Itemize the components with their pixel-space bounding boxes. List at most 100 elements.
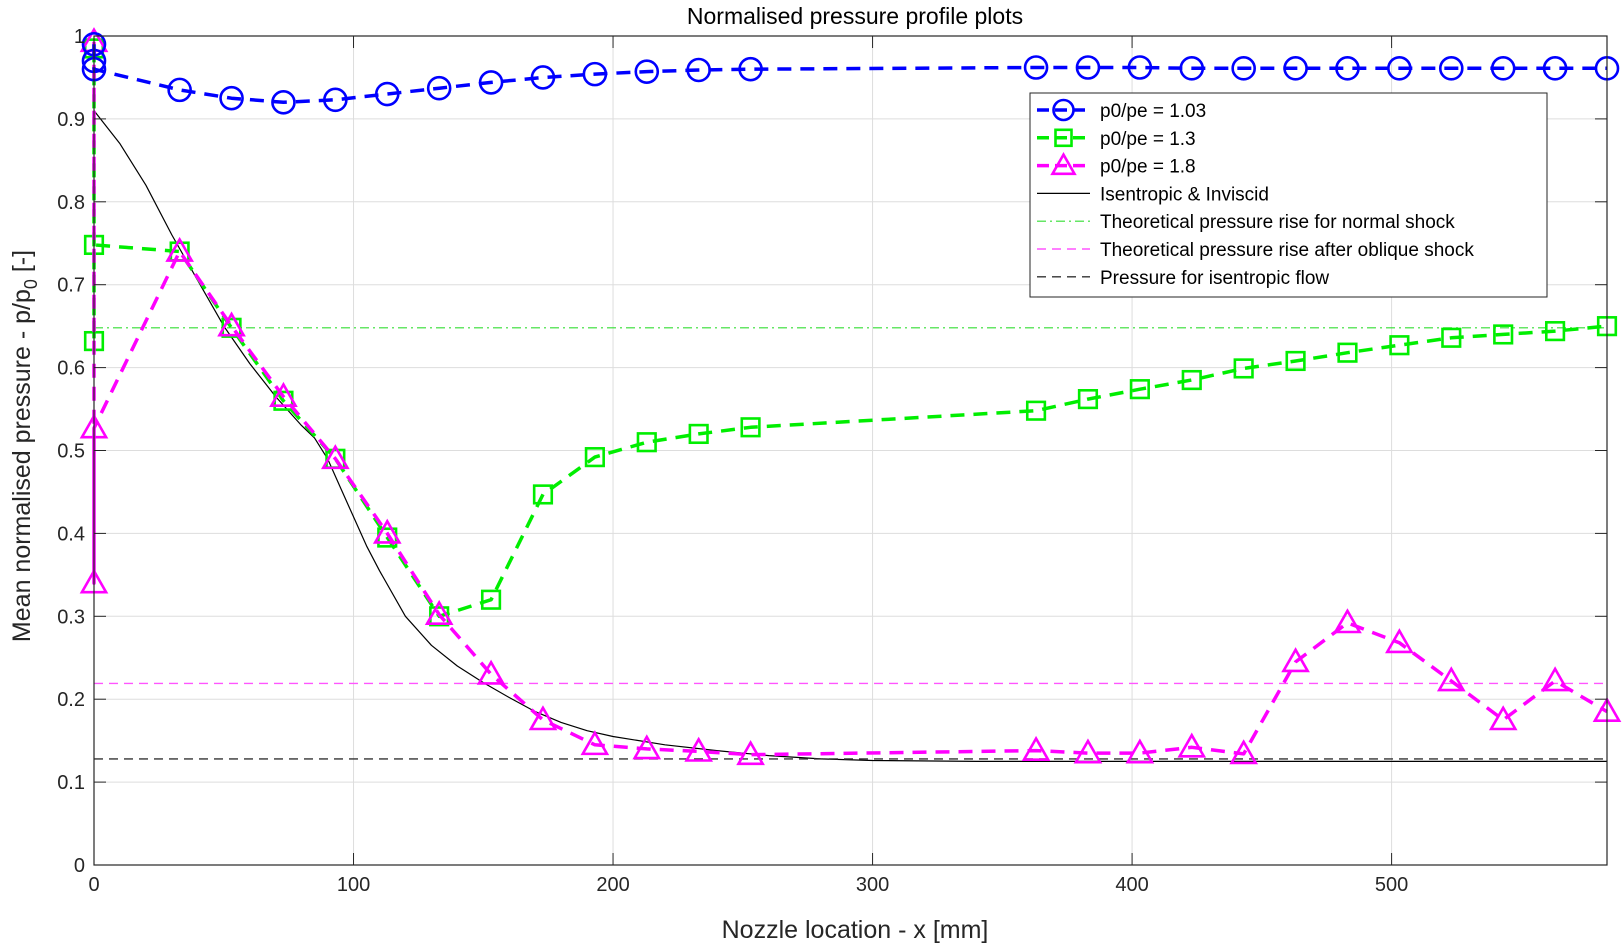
- data-point-square: [1025, 400, 1047, 421]
- data-point-circle: [738, 56, 763, 82]
- legend-box: [1029, 92, 1548, 298]
- data-point-triangle: [736, 740, 765, 766]
- data-point-triangle: [580, 730, 610, 756]
- data-point-circle: [1052, 98, 1075, 122]
- data-point-square: [532, 484, 554, 505]
- series-4: [93, 110, 1607, 762]
- data-point-square: [480, 589, 502, 610]
- legend-item: Theoretical pressure rise after oblique …: [1037, 240, 1474, 261]
- x-tick-label: 500: [1375, 874, 1408, 896]
- series-line: [93, 110, 1607, 762]
- legend-label: p0/pe = 1.8: [1100, 157, 1196, 178]
- data-point-triangle: [528, 705, 558, 731]
- y-tick-label: 0.1: [57, 772, 85, 794]
- data-point-square: [1285, 350, 1306, 372]
- data-point-triangle: [321, 444, 350, 470]
- data-point-triangle: [1050, 151, 1077, 176]
- legend-label: p0/pe = 1.3: [1100, 129, 1196, 150]
- data-point-triangle: [1125, 738, 1155, 764]
- x-tick-label: 300: [856, 874, 889, 896]
- legend-label: Theoretical pressure rise after oblique …: [1100, 240, 1474, 261]
- axis-ticks: 0 100 200 300 400 500 0 0.1 0.2 0.3 0.4 0.5 0.6 0.7 0.…: [57, 26, 1607, 896]
- data-point-circle: [686, 57, 711, 83]
- legend-item: Pressure for isentropic flow: [1037, 268, 1329, 289]
- x-tick-label: 0: [88, 874, 99, 896]
- series-line: [92, 44, 1607, 105]
- data-point-triangle: [1281, 647, 1310, 673]
- x-tick-label: 200: [596, 874, 629, 896]
- legend-label: Isentropic & Inviscid: [1100, 184, 1269, 205]
- data-point-square: [740, 417, 761, 438]
- legend-item: p0/pe = 1.8: [1037, 151, 1196, 178]
- legend-label: Pressure for isentropic flow: [1100, 268, 1329, 289]
- data-point-square: [1129, 379, 1150, 400]
- data-point-square: [1181, 369, 1202, 391]
- data-point-triangle: [632, 734, 662, 760]
- y-tick-label: 1: [74, 26, 85, 48]
- legend: p0/pe = 1.03 p0/pe = 1.3 p0/pe = 1.8 Isentr…: [1029, 92, 1548, 298]
- legend-item: Isentropic & Inviscid: [1037, 184, 1269, 205]
- data-point-circle: [1231, 56, 1256, 81]
- data-point-circle: [219, 85, 244, 111]
- data-point-triangle: [1333, 608, 1362, 634]
- series-line: [92, 41, 1608, 757]
- data-point-triangle: [1436, 666, 1466, 692]
- data-point-circle: [323, 87, 348, 113]
- data-point-circle: [1075, 55, 1101, 80]
- data-point-triangle: [1021, 735, 1051, 761]
- data-point-circle: [1179, 56, 1205, 81]
- legend-item: Theoretical pressure rise for normal sho…: [1037, 212, 1455, 233]
- data-point-square: [636, 432, 657, 453]
- y-axis-title-main: Mean normalised pressure - p/p: [8, 289, 36, 642]
- data-point-triangle: [1540, 666, 1570, 692]
- y-axis-title-subscript: 0: [21, 279, 41, 289]
- data-point-circle: [1438, 56, 1464, 81]
- data-point-circle: [271, 90, 296, 115]
- chart-title: Normalised pressure profile plots: [687, 3, 1023, 29]
- data-point-triangle: [1385, 628, 1414, 654]
- y-axis-title: Mean normalised pressure - p/p0 [-]: [8, 250, 41, 642]
- data-point-circle: [1542, 56, 1568, 81]
- data-point-square: [1389, 335, 1410, 356]
- data-point-triangle: [476, 659, 506, 685]
- x-tick-label: 400: [1115, 874, 1148, 896]
- data-point-triangle: [165, 236, 194, 262]
- x-axis-title: Nozzle location - x [mm]: [722, 916, 989, 944]
- data-point-triangle: [217, 311, 246, 337]
- legend-item: p0/pe = 1.3: [1037, 128, 1196, 150]
- data-point-circle: [1490, 56, 1516, 81]
- data-point-square: [688, 423, 709, 445]
- series-3: [79, 27, 1622, 766]
- data-point-triangle: [1488, 705, 1518, 731]
- data-point-circle: [634, 59, 660, 84]
- data-point-circle: [1335, 56, 1360, 81]
- data-point-triangle: [1177, 732, 1207, 758]
- data-point-circle: [582, 61, 608, 87]
- data-point-square: [1441, 327, 1462, 348]
- series-line: [92, 48, 1608, 619]
- data-point-triangle: [269, 381, 298, 407]
- data-point-circle: [426, 75, 452, 101]
- data-point-square: [1054, 128, 1073, 148]
- data-point-circle: [1023, 55, 1049, 80]
- data-point-circle: [1283, 56, 1308, 81]
- data-point-triangle: [424, 599, 454, 626]
- y-axis-title-suffix: [-]: [8, 250, 36, 279]
- legend-item: p0/pe = 1.03: [1037, 98, 1206, 122]
- data-point-triangle: [1229, 739, 1259, 765]
- data-point-triangle: [1073, 738, 1103, 764]
- data-point-square: [584, 447, 605, 468]
- y-tick-label: 0.6: [57, 358, 85, 380]
- data-point-circle: [167, 77, 192, 103]
- y-tick-label: 0.7: [57, 275, 85, 297]
- data-point-circle: [530, 65, 556, 90]
- data-point-circle: [1127, 55, 1153, 80]
- y-tick-label: 0.8: [57, 192, 85, 214]
- data-point-circle: [374, 81, 400, 107]
- series-layer: [79, 27, 1622, 766]
- y-tick-label: 0.9: [57, 109, 85, 131]
- y-tick-label: 0.4: [57, 523, 85, 545]
- legend-label: p0/pe = 1.03: [1100, 101, 1206, 122]
- x-tick-label: 100: [337, 874, 370, 896]
